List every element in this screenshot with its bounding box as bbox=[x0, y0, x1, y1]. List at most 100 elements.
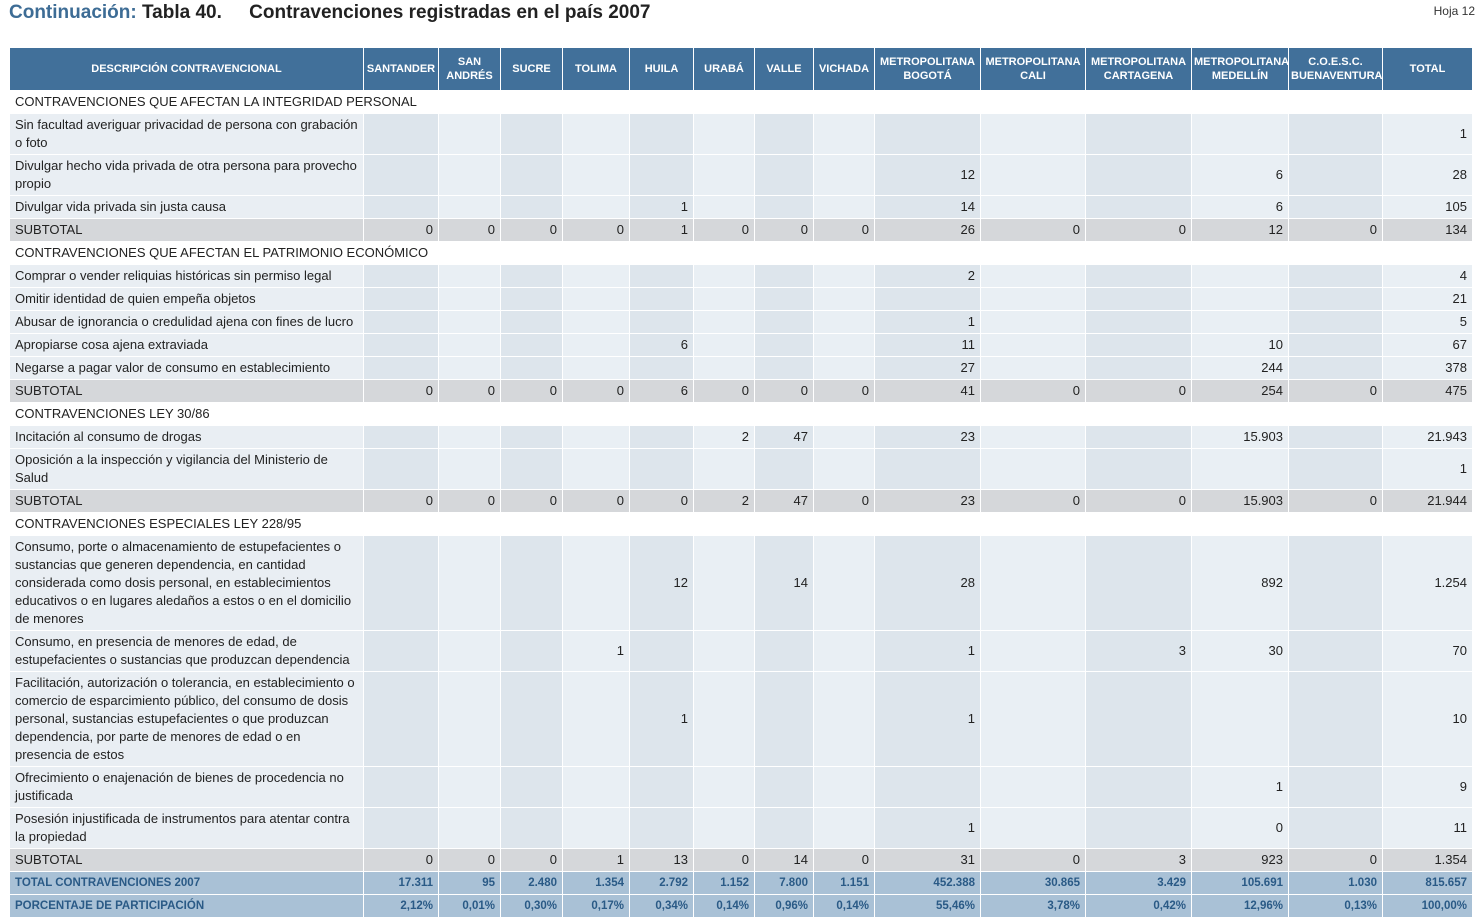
cell bbox=[813, 195, 875, 219]
row-row: Omitir identidad de quien empeña objetos… bbox=[9, 287, 1473, 311]
cell bbox=[980, 310, 1086, 334]
cell: 4 bbox=[1382, 264, 1473, 288]
cell bbox=[562, 425, 630, 449]
cell: 1 bbox=[629, 195, 694, 219]
cell bbox=[562, 448, 630, 490]
cell bbox=[1085, 154, 1192, 196]
cell: 12 bbox=[629, 535, 694, 631]
cell: 0 bbox=[1085, 489, 1192, 513]
cell bbox=[1191, 671, 1289, 767]
cell: 1.254 bbox=[1382, 535, 1473, 631]
cell bbox=[363, 154, 439, 196]
row-row: Sin facultad averiguar privacidad de per… bbox=[9, 113, 1473, 155]
cell bbox=[500, 671, 563, 767]
cell bbox=[363, 195, 439, 219]
cell bbox=[438, 535, 501, 631]
cell bbox=[813, 333, 875, 357]
cell bbox=[693, 671, 755, 767]
cell bbox=[1085, 113, 1192, 155]
row-label: Consumo, en presencia de menores de edad… bbox=[9, 630, 364, 672]
sub-row: SUBTOTAL 0 0 0 1 13 0 14 0 31 0 3 923 0 1.354 bbox=[9, 848, 1473, 872]
cell: 31 bbox=[874, 848, 981, 872]
cell bbox=[363, 807, 439, 849]
cell bbox=[1085, 807, 1192, 849]
cell bbox=[693, 333, 755, 357]
cell bbox=[813, 425, 875, 449]
cell: 0 bbox=[754, 218, 814, 242]
cell bbox=[693, 310, 755, 334]
cell bbox=[813, 154, 875, 196]
cell bbox=[754, 310, 814, 334]
column-header: VICHADA bbox=[813, 47, 875, 91]
cell: 3 bbox=[1085, 848, 1192, 872]
row-label: PORCENTAJE DE PARTICIPACIÓN bbox=[9, 894, 364, 918]
cell: 0,42% bbox=[1085, 894, 1192, 918]
cell bbox=[629, 356, 694, 380]
row-label: SUBTOTAL bbox=[9, 848, 364, 872]
cell bbox=[813, 264, 875, 288]
cell bbox=[1288, 448, 1383, 490]
row-label: Consumo, porte o almacenamiento de estup… bbox=[9, 535, 364, 631]
cell bbox=[980, 671, 1086, 767]
cell bbox=[693, 113, 755, 155]
cell bbox=[562, 807, 630, 849]
cell bbox=[562, 113, 630, 155]
cell: 0 bbox=[1085, 218, 1192, 242]
cell: 12 bbox=[1191, 218, 1289, 242]
cell bbox=[980, 356, 1086, 380]
cell: 0 bbox=[438, 489, 501, 513]
cell: 6 bbox=[629, 379, 694, 403]
cell bbox=[363, 630, 439, 672]
cell: 0 bbox=[813, 379, 875, 403]
column-header: SAN ANDRÉS bbox=[438, 47, 501, 91]
cell bbox=[438, 671, 501, 767]
cell: 0 bbox=[363, 379, 439, 403]
cell: 0,30% bbox=[500, 894, 563, 918]
cell: 3,78% bbox=[980, 894, 1086, 918]
cell bbox=[980, 195, 1086, 219]
cell bbox=[1191, 310, 1289, 334]
row-label: Omitir identidad de quien empeña objetos bbox=[9, 287, 364, 311]
cell: 11 bbox=[1382, 807, 1473, 849]
cell: 6 bbox=[629, 333, 694, 357]
table-number: Tabla 40. bbox=[141, 2, 222, 23]
row-row: Divulgar hecho vida privada de otra pers… bbox=[9, 154, 1473, 196]
cell bbox=[754, 264, 814, 288]
cell: 1 bbox=[629, 671, 694, 767]
row-label: Abusar de ignorancia o credulidad ajena … bbox=[9, 310, 364, 334]
cell bbox=[562, 671, 630, 767]
cell bbox=[980, 287, 1086, 311]
cell bbox=[629, 113, 694, 155]
cell: 12 bbox=[874, 154, 981, 196]
cell bbox=[980, 535, 1086, 631]
cell bbox=[562, 310, 630, 334]
row-label: Divulgar vida privada sin justa causa bbox=[9, 195, 364, 219]
cell: 12,96% bbox=[1191, 894, 1289, 918]
data-table: DESCRIPCIÓN CONTRAVENCIONAL SANTANDER SAN … bbox=[9, 47, 1473, 918]
cell bbox=[438, 425, 501, 449]
cell: 26 bbox=[874, 218, 981, 242]
cell bbox=[693, 356, 755, 380]
cell bbox=[1288, 287, 1383, 311]
title: Contravenciones registradas en el país 2… bbox=[249, 2, 651, 23]
cell bbox=[629, 425, 694, 449]
cell: 0 bbox=[500, 489, 563, 513]
cell bbox=[1288, 264, 1383, 288]
cell: 0 bbox=[363, 218, 439, 242]
cell bbox=[363, 333, 439, 357]
cell bbox=[629, 766, 694, 808]
cell bbox=[693, 448, 755, 490]
row-row: Ofrecimiento o enajenación de bienes de … bbox=[9, 766, 1473, 808]
cell: 1 bbox=[874, 310, 981, 334]
cell bbox=[980, 630, 1086, 672]
cell: 6 bbox=[1191, 195, 1289, 219]
cell bbox=[1288, 630, 1383, 672]
cell bbox=[813, 287, 875, 311]
cell: 378 bbox=[1382, 356, 1473, 380]
section-row: CONTRAVENCIONES LEY 30/86 bbox=[9, 402, 1473, 426]
section-title: CONTRAVENCIONES LEY 30/86 bbox=[9, 402, 1473, 426]
cell: 0 bbox=[363, 489, 439, 513]
tot-row: PORCENTAJE DE PARTICIPACIÓN 2,12% 0,01% 0,3… bbox=[9, 894, 1473, 918]
cell: 17.311 bbox=[363, 871, 439, 895]
